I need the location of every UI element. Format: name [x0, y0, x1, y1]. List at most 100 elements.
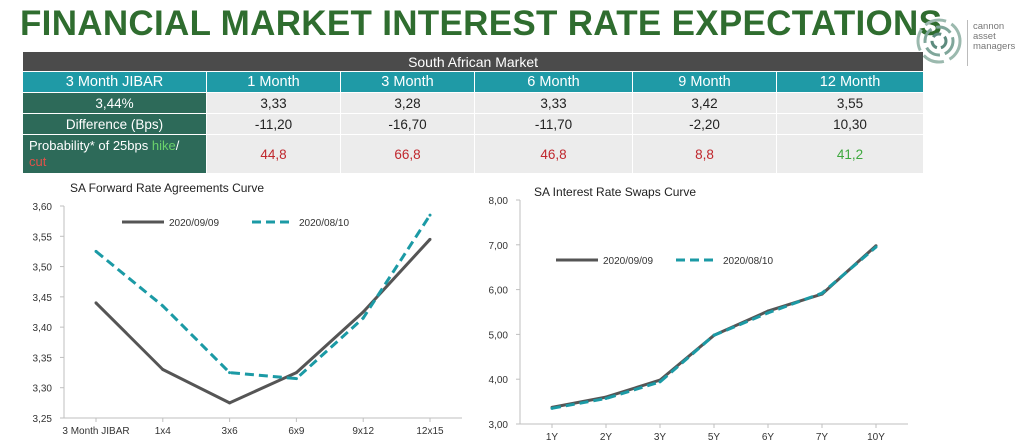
x-tick-label: 9x12: [352, 426, 374, 437]
data-point: [294, 377, 298, 381]
table-cell: 3,33: [475, 93, 632, 113]
y-tick-label: 3,25: [33, 414, 53, 425]
data-point: [766, 311, 770, 315]
fra-curve-chart: SA Forward Rate Agreements Curve 3,25 3,30…: [33, 181, 462, 437]
y-tick-label: 3,00: [489, 420, 509, 431]
data-point: [874, 245, 878, 249]
series-line: [94, 238, 432, 405]
x-tick-label: 2Y: [600, 432, 613, 443]
data-point: [658, 380, 662, 384]
header-12-month: 12 Month: [777, 72, 924, 92]
table-cell: -11,20: [207, 114, 340, 134]
company-logo: cannon asset managers: [915, 16, 1015, 68]
x-tick-label: 12x15: [416, 426, 444, 437]
data-point: [361, 316, 365, 320]
table-cell: 10,30: [777, 114, 924, 134]
x-tick-label: 7Y: [816, 432, 829, 443]
table-cell: 3,28: [341, 93, 474, 113]
table-cell: 8,8: [633, 135, 776, 173]
data-point: [550, 406, 554, 410]
y-tick-label: 3,35: [33, 353, 53, 364]
legend-label: 2020/08/10: [723, 256, 773, 267]
x-tick-label: 10Y: [867, 432, 885, 443]
data-point: [161, 304, 165, 308]
header-3-month: 3 Month: [341, 72, 474, 92]
x-tick-label: 1Y: [546, 432, 559, 443]
x-tick-label: 3x6: [222, 426, 239, 437]
x-tick-label: 5Y: [708, 432, 721, 443]
data-point: [820, 291, 824, 295]
table-cell: -16,70: [341, 114, 474, 134]
table-row-rates: 3,44% 3,33 3,28 3,33 3,42 3,55: [23, 93, 924, 113]
x-tick-label: 3Y: [654, 432, 667, 443]
probability-separator: /: [175, 138, 180, 153]
table-cell: 46,8: [475, 135, 632, 173]
header-1-month: 1 Month: [207, 72, 340, 92]
probability-cut: cut: [29, 154, 47, 169]
y-tick-label: 6,00: [489, 286, 509, 297]
y-tick-label: 8,00: [489, 196, 509, 207]
logo-swirl-icon: [916, 18, 962, 64]
data-point: [712, 333, 716, 337]
chart-title: SA Interest Rate Swaps Curve: [534, 185, 696, 199]
data-point: [228, 371, 232, 375]
header-jibar: 3 Month JIBAR: [23, 72, 206, 92]
table-cell: 3,42: [633, 93, 776, 113]
irs-curve-chart: SA Interest Rate Swaps Curve 3,00 4,00 5,00…: [489, 185, 908, 443]
chart-title: SA Forward Rate Agreements Curve: [70, 181, 264, 195]
series-line: [551, 244, 878, 409]
legend-label: 2020/09/09: [603, 256, 653, 267]
y-tick-label: 3,50: [33, 263, 53, 274]
data-point: [428, 237, 432, 241]
data-point: [228, 401, 232, 405]
table-cell: 44,8: [207, 135, 340, 173]
x-tick-label: 6Y: [762, 432, 775, 443]
logo-divider: [967, 20, 968, 66]
market-table: South African Market 3 Month JIBAR 1 Mon…: [22, 51, 924, 174]
table-cell: -11,70: [475, 114, 632, 134]
y-tick-label: 4,00: [489, 375, 509, 386]
table-banner-row: South African Market: [23, 52, 924, 71]
data-point: [94, 301, 98, 305]
table-banner: South African Market: [23, 52, 924, 71]
table-cell: 3,33: [207, 93, 340, 113]
table-cell: -2,20: [633, 114, 776, 134]
y-tick-label: 7,00: [489, 241, 509, 252]
jibar-value: 3,44%: [23, 93, 206, 113]
logo-line-3: managers: [973, 41, 1016, 52]
data-point: [361, 310, 365, 314]
logo-line-2: asset: [973, 31, 996, 42]
charts-area: SA Forward Rate Agreements Curve 3,25 3,30…: [33, 181, 908, 443]
probability-label-text: Probability* of 25bps: [29, 138, 152, 153]
header-6-month: 6 Month: [475, 72, 632, 92]
logo-text: cannon asset managers: [973, 22, 1015, 52]
table-cell: 3,55: [777, 93, 924, 113]
probability-hike: hike: [151, 138, 176, 153]
table-row-difference: Difference (Bps) -11,20 -16,70 -11,70 -2…: [23, 114, 924, 134]
logo-line-1: cannon: [973, 21, 1005, 32]
y-tick-label: 5,00: [489, 330, 509, 341]
x-tick-label: 3 Month JIBAR: [62, 426, 129, 437]
table-cell: 66,8: [341, 135, 474, 173]
difference-label: Difference (Bps): [23, 114, 206, 134]
data-point: [94, 249, 98, 253]
data-point: [604, 396, 608, 400]
data-point: [294, 371, 298, 375]
table-header-row: 3 Month JIBAR 1 Month 3 Month 6 Month 9 …: [23, 72, 924, 92]
data-point: [428, 213, 432, 217]
x-tick-label: 6x9: [288, 426, 305, 437]
y-tick-label: 3,45: [33, 293, 53, 304]
legend-label: 2020/08/10: [299, 218, 349, 229]
series-line: [551, 245, 877, 410]
x-tick-label: 1x4: [155, 426, 172, 437]
legend-label: 2020/09/09: [169, 218, 219, 229]
y-tick-label: 3,30: [33, 384, 53, 395]
probability-label: Probability* of 25bps hike/ cut: [23, 135, 206, 173]
data-point: [161, 368, 165, 372]
series-line: [95, 214, 432, 381]
table-row-probability: Probability* of 25bps hike/ cut 44,8 66,8…: [23, 135, 924, 173]
page-title: FINANCIAL MARKET INTEREST RATE EXPECTATI…: [20, 4, 943, 43]
table-cell: 41,2: [777, 135, 924, 173]
y-tick-label: 3,40: [33, 323, 53, 334]
y-tick-label: 3,60: [33, 202, 53, 213]
